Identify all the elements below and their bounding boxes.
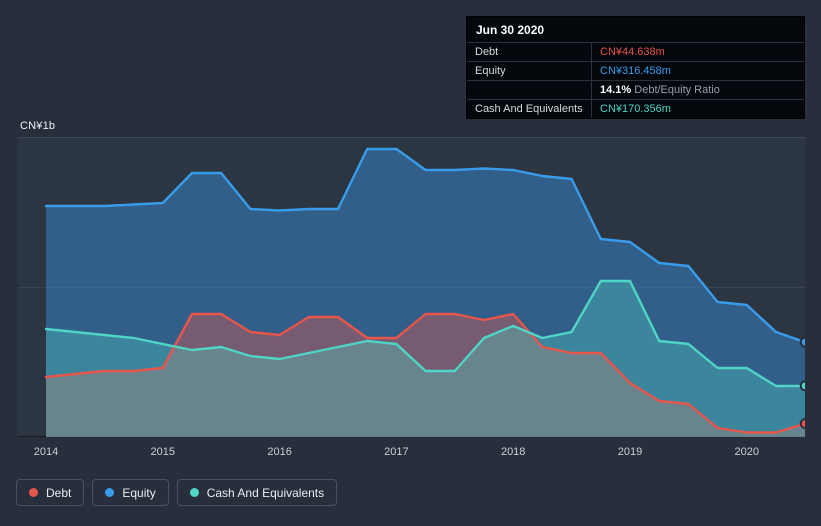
tooltip-row-equity: Equity CN¥316.458m xyxy=(467,61,804,80)
area-equity xyxy=(46,149,805,437)
legend-item-equity[interactable]: Equity xyxy=(92,479,169,506)
tooltip-value-ratio: 14.1% Debt/Equity Ratio xyxy=(591,81,804,99)
tooltip-value-equity: CN¥316.458m xyxy=(591,62,804,80)
tooltip-date: Jun 30 2020 xyxy=(476,23,545,37)
legend-dot-debt-icon xyxy=(29,488,38,497)
y-axis-label-top: CN¥1b xyxy=(20,120,56,132)
chart-plot-area[interactable] xyxy=(18,137,805,437)
tooltip: Jun 30 2020 Debt CN¥44.638m Equity CN¥31… xyxy=(466,16,805,119)
x-tick-2019: 2019 xyxy=(617,446,643,458)
x-tick-2020: 2020 xyxy=(734,446,760,458)
x-tick-2018: 2018 xyxy=(500,446,526,458)
tooltip-row-cash: Cash And Equivalents CN¥170.356m xyxy=(467,99,804,118)
x-tick-2017: 2017 xyxy=(384,446,409,458)
legend-item-cash[interactable]: Cash And Equivalents xyxy=(176,479,338,506)
chart-svg xyxy=(18,137,805,437)
legend-label-debt: Debt xyxy=(46,485,72,500)
legend-label-equity: Equity xyxy=(122,485,156,500)
x-tick-2014: 2014 xyxy=(33,446,59,458)
legend: Debt Equity Cash And Equivalents xyxy=(16,479,338,506)
area-debt xyxy=(46,314,805,437)
x-tick-2015: 2015 xyxy=(150,446,176,458)
x-tick-2016: 2016 xyxy=(267,446,292,458)
line-equity xyxy=(44,147,805,344)
tooltip-row-debt: Debt CN¥44.638m xyxy=(467,42,804,61)
line-debt xyxy=(44,312,805,434)
area-cash-and-equivalents xyxy=(46,281,805,437)
end-dot-equity xyxy=(799,336,805,348)
ratio-caption: Debt/Equity Ratio xyxy=(634,84,720,96)
ratio-percent: 14.1% xyxy=(600,84,632,96)
legend-item-debt[interactable]: Debt xyxy=(16,479,85,506)
tooltip-value-debt: CN¥44.638m xyxy=(591,43,804,61)
end-dot-cash-and-equivalents xyxy=(799,380,805,392)
tooltip-label-equity: Equity xyxy=(475,65,506,77)
tooltip-label-cash: Cash And Equivalents xyxy=(475,103,583,115)
tooltip-value-cash: CN¥170.356m xyxy=(591,100,804,118)
tooltip-label-debt: Debt xyxy=(475,46,499,58)
tooltip-row-ratio: 14.1% Debt/Equity Ratio xyxy=(467,80,804,99)
legend-dot-equity-icon xyxy=(105,488,115,497)
tooltip-label-ratio xyxy=(467,81,591,99)
line-cash-and-equivalents xyxy=(44,279,805,388)
end-dot-debt xyxy=(799,418,805,430)
legend-dot-cash-icon xyxy=(189,488,199,497)
legend-label-cash: Cash And Equivalents xyxy=(206,485,325,500)
